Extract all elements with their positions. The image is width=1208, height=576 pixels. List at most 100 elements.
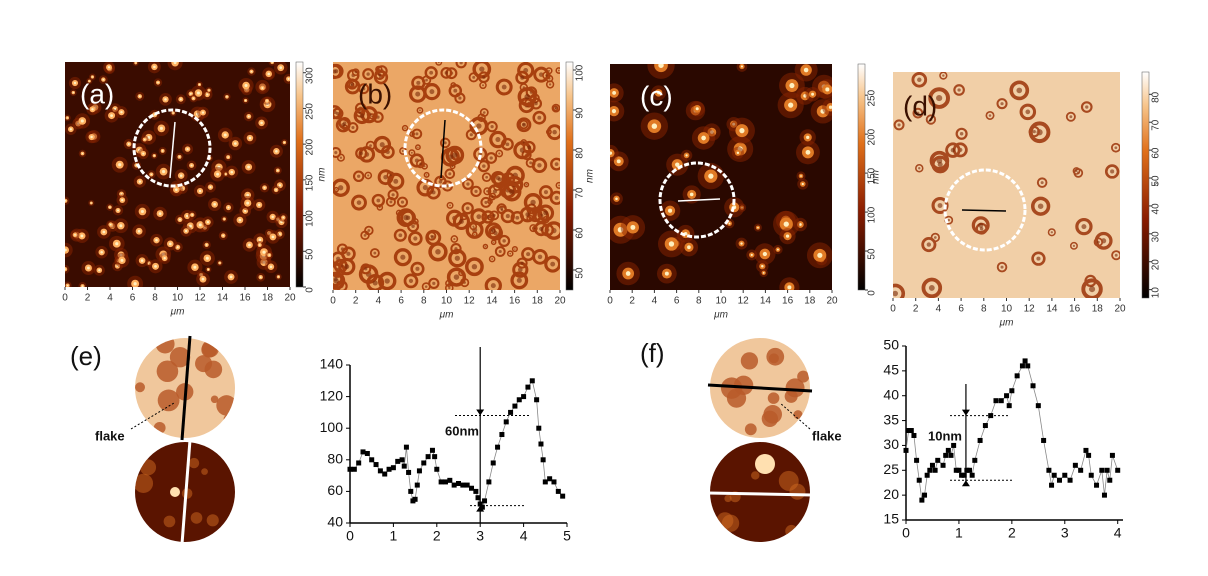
inset-feature <box>745 423 757 435</box>
grain-core <box>139 95 141 97</box>
data-point <box>482 498 487 503</box>
grain-core <box>248 115 250 117</box>
pit-core <box>389 200 392 203</box>
grain-core <box>164 257 166 259</box>
x-tick-label: 0 <box>330 296 336 307</box>
colorbar-tick-label: 100 <box>575 64 586 81</box>
flake-label: flake <box>812 428 842 443</box>
pit-core <box>482 164 485 167</box>
grain-core <box>139 180 141 182</box>
x-tick-label: 12 <box>1024 304 1036 315</box>
grain-core <box>208 269 209 270</box>
pit-core <box>496 176 500 180</box>
grain-core <box>202 278 205 281</box>
grain-core <box>245 84 248 87</box>
pit-core <box>500 207 503 210</box>
pit-core <box>506 214 510 218</box>
data-point <box>1089 473 1094 478</box>
grain-core <box>696 107 699 110</box>
y-tick-label: 40 <box>883 386 899 402</box>
pit-core <box>482 76 485 79</box>
pit-core <box>360 113 365 118</box>
grain-core <box>65 200 67 202</box>
data-point <box>919 498 924 503</box>
y-tick-label: 100 <box>320 419 344 435</box>
data-point <box>404 445 409 450</box>
grain-core <box>81 234 84 237</box>
data-point <box>415 483 420 488</box>
grain-core <box>817 253 822 258</box>
pit-core <box>1041 181 1044 184</box>
pit-core <box>398 233 402 237</box>
colorbar <box>296 62 303 287</box>
inset-feature <box>154 422 166 434</box>
grain-core <box>701 136 706 141</box>
colorbar-tick-label: 0 <box>305 287 316 293</box>
grain-core <box>169 243 172 246</box>
grain-core <box>179 156 181 158</box>
pit-core <box>452 152 457 157</box>
inset-feature <box>156 335 175 354</box>
data-point <box>1062 473 1067 478</box>
pit-core <box>543 211 548 216</box>
grain-core <box>788 103 793 108</box>
grain-core <box>784 221 789 226</box>
grain-core <box>98 269 100 271</box>
grain-core <box>761 265 763 267</box>
pit-core <box>938 162 943 167</box>
grain-core <box>260 122 263 125</box>
data-point <box>560 494 565 499</box>
grain-core <box>757 227 759 229</box>
pit-core <box>380 142 385 147</box>
pit-core <box>525 212 530 217</box>
pit-core <box>1114 146 1117 149</box>
grain-core <box>173 112 174 113</box>
data-point <box>465 483 470 488</box>
x-tick-label: 0 <box>890 304 896 315</box>
colorbar-tick-label: 250 <box>867 89 878 106</box>
data-point <box>941 463 946 468</box>
colorbar-tick-label: 10 <box>1151 287 1162 299</box>
grain-core <box>154 265 157 268</box>
data-point <box>387 467 392 472</box>
data-point <box>1046 468 1051 473</box>
grain-core <box>763 252 767 256</box>
inset-feature <box>191 512 203 524</box>
colorbar-tick-label: 60 <box>575 227 586 239</box>
grain-core <box>103 231 106 234</box>
data-point <box>434 467 439 472</box>
inset-feature <box>216 395 236 415</box>
grain-core <box>739 128 744 133</box>
data-point <box>439 479 444 484</box>
x-axis-unit: μm <box>170 307 185 318</box>
grain-core <box>789 83 794 88</box>
x-tick-label: 8 <box>981 304 987 315</box>
pit-core <box>400 255 405 260</box>
pit-core <box>555 162 559 166</box>
grain-core <box>668 209 672 213</box>
y-tick-label: 40 <box>327 514 343 530</box>
grain-core <box>630 225 635 230</box>
data-point <box>508 410 513 415</box>
data-point <box>993 398 998 403</box>
pit-core <box>1115 254 1118 257</box>
data-point <box>1057 478 1062 483</box>
data-point <box>956 468 961 473</box>
pit-core <box>415 267 419 271</box>
data-point <box>1009 388 1014 393</box>
grain-core <box>180 174 183 177</box>
grain-core <box>825 87 829 91</box>
grain-core <box>64 249 67 252</box>
grain-core <box>222 235 224 237</box>
pit-core <box>482 84 484 86</box>
data-point <box>922 493 927 498</box>
panel-label: (a) <box>80 78 114 109</box>
pit-core <box>367 174 369 176</box>
grain-core <box>117 209 119 211</box>
grain-core <box>652 123 657 128</box>
grain-core <box>251 71 253 73</box>
data-point <box>962 473 967 478</box>
grain-core <box>227 206 229 208</box>
pit-core <box>438 61 440 63</box>
pit-core <box>942 74 944 76</box>
